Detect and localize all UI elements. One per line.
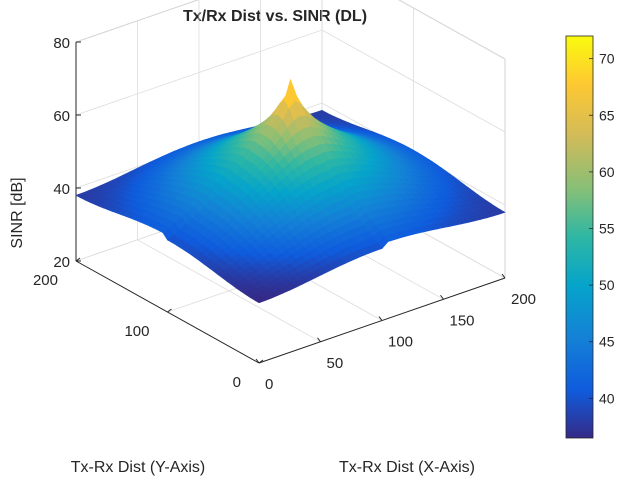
colorbar-tick-label: 45	[599, 334, 615, 350]
x-tick-label: 200	[511, 291, 536, 308]
y-tick	[167, 308, 172, 313]
surface-patch	[253, 297, 266, 304]
y-tick-label: 0	[233, 374, 241, 391]
colorbar-tick-label: 70	[599, 51, 615, 67]
x-tick	[378, 316, 383, 321]
x-tick-label: 0	[265, 376, 273, 393]
colorbar-tick-label: 50	[599, 277, 615, 293]
z-tick-label: 60	[53, 108, 70, 125]
x-tick	[501, 273, 506, 279]
x-tick	[440, 294, 444, 300]
colorbar-tick-label: 65	[599, 107, 615, 123]
y-tick-label: 200	[33, 272, 58, 289]
axis-ticks: 20 40 60 80 0 50 100 150 200 0 100 200	[33, 35, 536, 393]
x-axis-label: Tx-Rx Dist (X-Axis)	[339, 459, 475, 476]
y-tick	[258, 359, 264, 364]
chart-title: Tx/Rx Dist vs. SINR (DL)	[183, 8, 367, 25]
colorbar-tick-label: 40	[599, 390, 615, 406]
z-tick-label: 80	[53, 35, 70, 52]
colorbar: 40 45 50 55 60 65 70	[565, 35, 615, 439]
z-tick-label: 20	[53, 254, 70, 271]
z-axis-label: SINR [dB]	[9, 177, 26, 248]
x-tick-label: 50	[327, 355, 344, 372]
y-tick-label: 100	[124, 323, 149, 340]
x-tick	[255, 358, 260, 364]
x-tick-label: 100	[388, 334, 413, 351]
y-tick	[75, 257, 81, 262]
colorbar-gradient	[565, 35, 594, 439]
y-axis-label: Tx-Rx Dist (Y-Axis)	[71, 459, 206, 476]
z-tick-label: 40	[53, 181, 70, 198]
grid-line	[75, 0, 506, 60]
colorbar-tick-label: 60	[599, 164, 615, 180]
surface-plot	[75, 78, 506, 304]
x-tick-label: 150	[450, 312, 475, 329]
colorbar-tick-label: 55	[599, 221, 615, 237]
x-tick	[317, 337, 321, 343]
